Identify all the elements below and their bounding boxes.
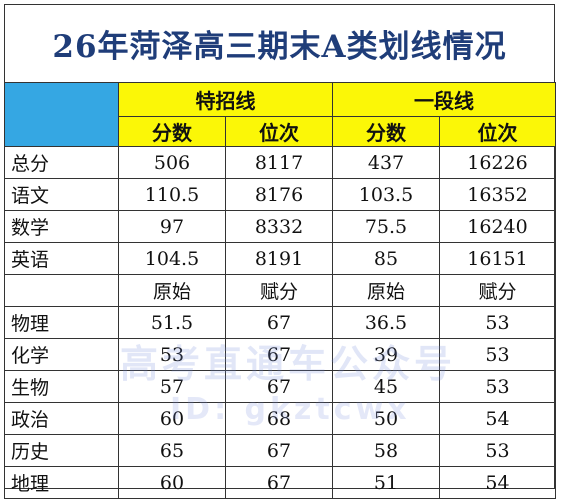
table-row: 地理 60 67 51 54 — [4, 466, 556, 499]
table-row: 政治 60 68 50 54 — [4, 402, 556, 435]
subject-label: 语文 — [4, 178, 119, 211]
subject-label: 总分 — [4, 146, 119, 179]
table-cell: 67 — [225, 370, 333, 403]
table-cell: 67 — [225, 306, 333, 339]
cutoff-table: 特招线 一段线 分数 位次 分数 位次 总分 506 8117 437 1622… — [4, 82, 556, 499]
empty-cell — [4, 274, 119, 307]
table-cell: 110.5 — [118, 178, 226, 211]
table-row: 总分 506 8117 437 16226 — [4, 146, 556, 179]
table-row: 化学 53 67 39 53 — [4, 338, 556, 371]
table-row: 物理 51.5 67 36.5 53 — [4, 306, 556, 339]
table-cell: 65 — [118, 434, 226, 467]
subheader-cell: 分数 — [332, 116, 440, 147]
group-header-tezhao: 特招线 — [118, 82, 333, 117]
table-cell: 67 — [225, 338, 333, 371]
subject-label: 英语 — [4, 242, 119, 275]
table-cell: 8176 — [225, 178, 333, 211]
corner-cell — [4, 82, 119, 147]
subheader-cell: 位次 — [439, 116, 556, 147]
table-cell: 16151 — [439, 242, 556, 275]
table-cell: 60 — [118, 402, 226, 435]
table-cell: 8332 — [225, 210, 333, 243]
table-cell: 104.5 — [118, 242, 226, 275]
elective-header-cell: 原始 — [332, 274, 440, 307]
subject-label: 历史 — [4, 434, 119, 467]
table-cell: 97 — [118, 210, 226, 243]
page-title: 26年菏泽高三期末A类划线情况 — [52, 28, 507, 65]
elective-header-cell: 赋分 — [225, 274, 333, 307]
table-cell: 16226 — [439, 146, 556, 179]
subject-label: 物理 — [4, 306, 119, 339]
table-cell: 16352 — [439, 178, 556, 211]
table-cell: 50 — [332, 402, 440, 435]
table-cell: 67 — [225, 466, 333, 499]
table-cell: 58 — [332, 434, 440, 467]
table-row: 英语 104.5 8191 85 16151 — [4, 242, 556, 275]
group-header-yiduan: 一段线 — [332, 82, 556, 117]
table-cell: 53 — [118, 338, 226, 371]
table-cell: 16240 — [439, 210, 556, 243]
subject-label: 生物 — [4, 370, 119, 403]
table-row: 历史 65 67 58 53 — [4, 434, 556, 467]
table-cell: 54 — [439, 466, 556, 499]
table-cell: 8117 — [225, 146, 333, 179]
table-cell: 53 — [439, 434, 556, 467]
table-cell: 75.5 — [332, 210, 440, 243]
table-cell: 68 — [225, 402, 333, 435]
table-cell: 39 — [332, 338, 440, 371]
elective-header-row: 原始 赋分 原始 赋分 — [4, 274, 556, 307]
subject-label: 数学 — [4, 210, 119, 243]
table-cell: 60 — [118, 466, 226, 499]
subheader-cell: 分数 — [118, 116, 226, 147]
subject-label: 化学 — [4, 338, 119, 371]
table-cell: 51 — [332, 466, 440, 499]
table-cell: 51.5 — [118, 306, 226, 339]
table-cell: 103.5 — [332, 178, 440, 211]
table-cell: 57 — [118, 370, 226, 403]
table-cell: 8191 — [225, 242, 333, 275]
table-cell: 437 — [332, 146, 440, 179]
table-row: 数学 97 8332 75.5 16240 — [4, 210, 556, 243]
elective-header-cell: 原始 — [118, 274, 226, 307]
table-cell: 53 — [439, 338, 556, 371]
table-row: 语文 110.5 8176 103.5 16352 — [4, 178, 556, 211]
table-cell: 36.5 — [332, 306, 440, 339]
table-cell: 53 — [439, 370, 556, 403]
elective-header-cell: 赋分 — [439, 274, 556, 307]
subheader-cell: 位次 — [225, 116, 333, 147]
table-cell: 54 — [439, 402, 556, 435]
table-cell: 85 — [332, 242, 440, 275]
subject-label: 地理 — [4, 466, 119, 499]
table-cell: 53 — [439, 306, 556, 339]
table-cell: 506 — [118, 146, 226, 179]
subject-label: 政治 — [4, 402, 119, 435]
table-cell: 67 — [225, 434, 333, 467]
table-row: 生物 57 67 45 53 — [4, 370, 556, 403]
table-cell: 45 — [332, 370, 440, 403]
